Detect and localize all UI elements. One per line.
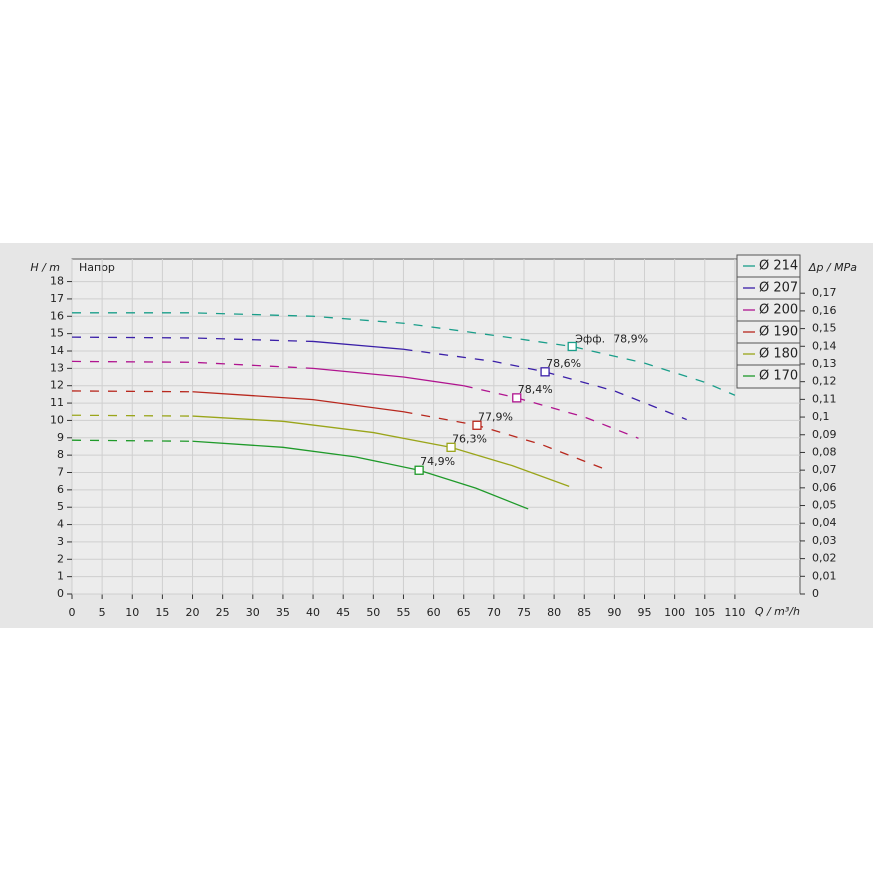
x-tick-label: 85	[577, 606, 591, 619]
y2-tick-label: 0,09	[812, 428, 837, 441]
y-tick-label: 15	[50, 327, 64, 340]
x-tick-label: 35	[276, 606, 290, 619]
x-axis-label: Q / m³/h	[755, 605, 800, 618]
chart-title: Напор	[79, 261, 115, 274]
y2-tick-label: 0,14	[812, 339, 837, 352]
y2-axis-label: Δp / MPa	[808, 261, 857, 274]
efficiency-marker	[472, 420, 482, 430]
x-tick-label: 0	[69, 606, 76, 619]
y-tick-label: 16	[50, 309, 64, 322]
y-tick-label: 13	[50, 361, 64, 374]
efficiency-label: 76,3%	[452, 432, 487, 445]
x-tick-label: 100	[664, 606, 685, 619]
y2-tick-label: 0,16	[812, 304, 837, 317]
curve-dashed	[71, 390, 193, 393]
curve-solid	[192, 415, 570, 487]
y2-tick-label: 0,11	[812, 392, 837, 405]
x-tick-label: 110	[724, 606, 745, 619]
curve-solid	[192, 391, 404, 413]
y-tick-label: 18	[50, 275, 64, 288]
x-tick-label: 90	[607, 606, 621, 619]
efficiency-marker	[512, 393, 522, 403]
x-tick-label: 75	[517, 606, 531, 619]
efficiency-marker	[540, 367, 550, 377]
legend-label: Ø 180	[759, 347, 798, 362]
y2-tick-label: 0,15	[812, 322, 837, 335]
x-tick-label: 45	[336, 606, 350, 619]
curve-dashed	[71, 336, 314, 343]
x-tick-label: 25	[216, 606, 230, 619]
x-tick-label: 50	[366, 606, 380, 619]
y2-tick-label: 0,05	[812, 499, 837, 512]
curve-dashed	[403, 348, 687, 421]
curve-dashed	[71, 360, 314, 370]
curve-dashed	[403, 411, 603, 469]
legend-label: Ø 200	[759, 303, 798, 318]
x-tick-label: 10	[125, 606, 139, 619]
efficiency-label: 78,6%	[546, 357, 581, 370]
y-tick-label: 1	[57, 570, 64, 583]
curve-dashed	[71, 414, 193, 417]
plot-area	[71, 258, 801, 595]
curve-solid	[312, 367, 464, 387]
y-tick-label: 0	[57, 587, 64, 600]
x-tick-label: 70	[487, 606, 501, 619]
x-tick-label: 5	[99, 606, 106, 619]
efficiency-marker	[414, 465, 424, 475]
curve-dashed	[71, 439, 193, 442]
y-tick-label: 6	[57, 483, 64, 496]
legend-label: Ø 190	[759, 325, 798, 340]
x-tick-label: 15	[155, 606, 169, 619]
y2-tick-label: 0,03	[812, 534, 837, 547]
y-tick-label: 7	[57, 465, 64, 478]
y2-tick-label: 0	[812, 587, 819, 600]
efficiency-caption: Эфф.	[575, 332, 605, 345]
legend-label: Ø 170	[759, 369, 798, 384]
legend-label: Ø 214	[759, 259, 798, 274]
efficiency-label: 78,4%	[518, 383, 553, 396]
y2-tick-label: 0,12	[812, 375, 837, 388]
y2-tick-label: 0,13	[812, 357, 837, 370]
curve-dashed	[72, 312, 736, 396]
legend-label: Ø 207	[759, 281, 798, 296]
efficiency-label: 77,9%	[478, 410, 513, 423]
curve-solid	[313, 340, 404, 350]
y-tick-label: 10	[50, 413, 64, 426]
y2-tick-label: 0,06	[812, 481, 837, 494]
y2-tick-label: 0,08	[812, 445, 837, 458]
x-tick-label: 60	[427, 606, 441, 619]
y2-tick-label: 0,07	[812, 463, 837, 476]
y2-tick-label: 0,17	[812, 286, 837, 299]
y-tick-label: 4	[57, 518, 64, 531]
y-tick-label: 12	[50, 379, 64, 392]
x-tick-label: 40	[306, 606, 320, 619]
y-tick-label: 9	[57, 431, 64, 444]
y-axis-label: H / m	[30, 261, 60, 274]
x-tick-label: 55	[396, 606, 410, 619]
y2-tick-label: 0,02	[812, 552, 837, 565]
y-tick-label: 17	[50, 292, 64, 305]
efficiency-marker	[567, 341, 577, 352]
x-tick-label: 95	[638, 606, 652, 619]
x-tick-label: 105	[694, 606, 715, 619]
y-tick-label: 11	[50, 396, 64, 409]
efficiency-label: 78,9%	[613, 332, 648, 345]
x-tick-label: 65	[457, 606, 471, 619]
y2-tick-label: 0,01	[812, 569, 837, 582]
x-tick-label: 20	[186, 606, 200, 619]
y-tick-label: 8	[57, 448, 64, 461]
y-tick-label: 5	[57, 500, 64, 513]
x-tick-label: 80	[547, 606, 561, 619]
y2-tick-label: 0,1	[812, 410, 830, 423]
y2-tick-label: 0,04	[812, 516, 837, 529]
efficiency-marker	[446, 442, 456, 452]
y-tick-label: 3	[57, 535, 64, 548]
efficiency-label: 74,9%	[420, 455, 455, 468]
x-tick-label: 30	[246, 606, 260, 619]
y-tick-label: 14	[50, 344, 64, 357]
y-tick-label: 2	[57, 552, 64, 565]
curve-solid	[192, 440, 529, 510]
